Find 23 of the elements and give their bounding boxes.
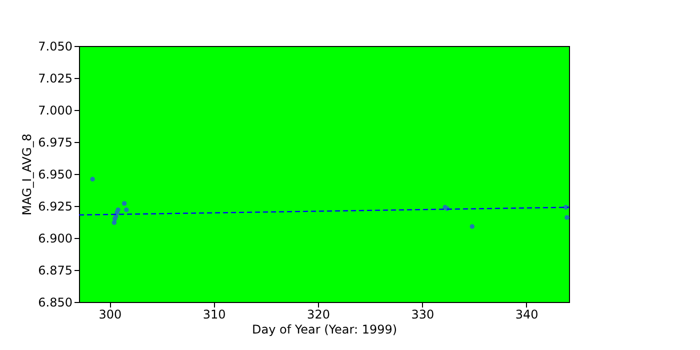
y-tick-label: 6.925 — [38, 200, 72, 214]
y-tick-label: 6.850 — [38, 296, 72, 310]
point — [116, 208, 120, 212]
point — [122, 201, 127, 206]
y-tick-label: 6.900 — [38, 232, 72, 246]
y-tick-label: 7.025 — [38, 72, 72, 86]
x-tick-label: 310 — [202, 308, 226, 322]
x-tick-label: 330 — [411, 308, 434, 322]
x-tick-label: 340 — [515, 308, 538, 322]
y-tick-label: 7.000 — [38, 104, 72, 118]
point — [112, 220, 117, 225]
y-tick-label: 6.875 — [38, 264, 72, 278]
x-axis-title: Day of Year (Year: 1999) — [252, 322, 398, 336]
point — [470, 224, 474, 229]
y-axis-title: MAG_I_AVG_8 — [20, 134, 34, 216]
point — [564, 215, 570, 220]
point — [124, 208, 129, 212]
y-tick-label: 6.975 — [38, 136, 72, 150]
x-tick-label: 320 — [307, 308, 330, 322]
x-tick-label: 300 — [98, 308, 122, 322]
y-tick-label: 7.050 — [38, 40, 72, 54]
point — [90, 176, 95, 182]
y-tick-label: 6.950 — [38, 168, 72, 182]
